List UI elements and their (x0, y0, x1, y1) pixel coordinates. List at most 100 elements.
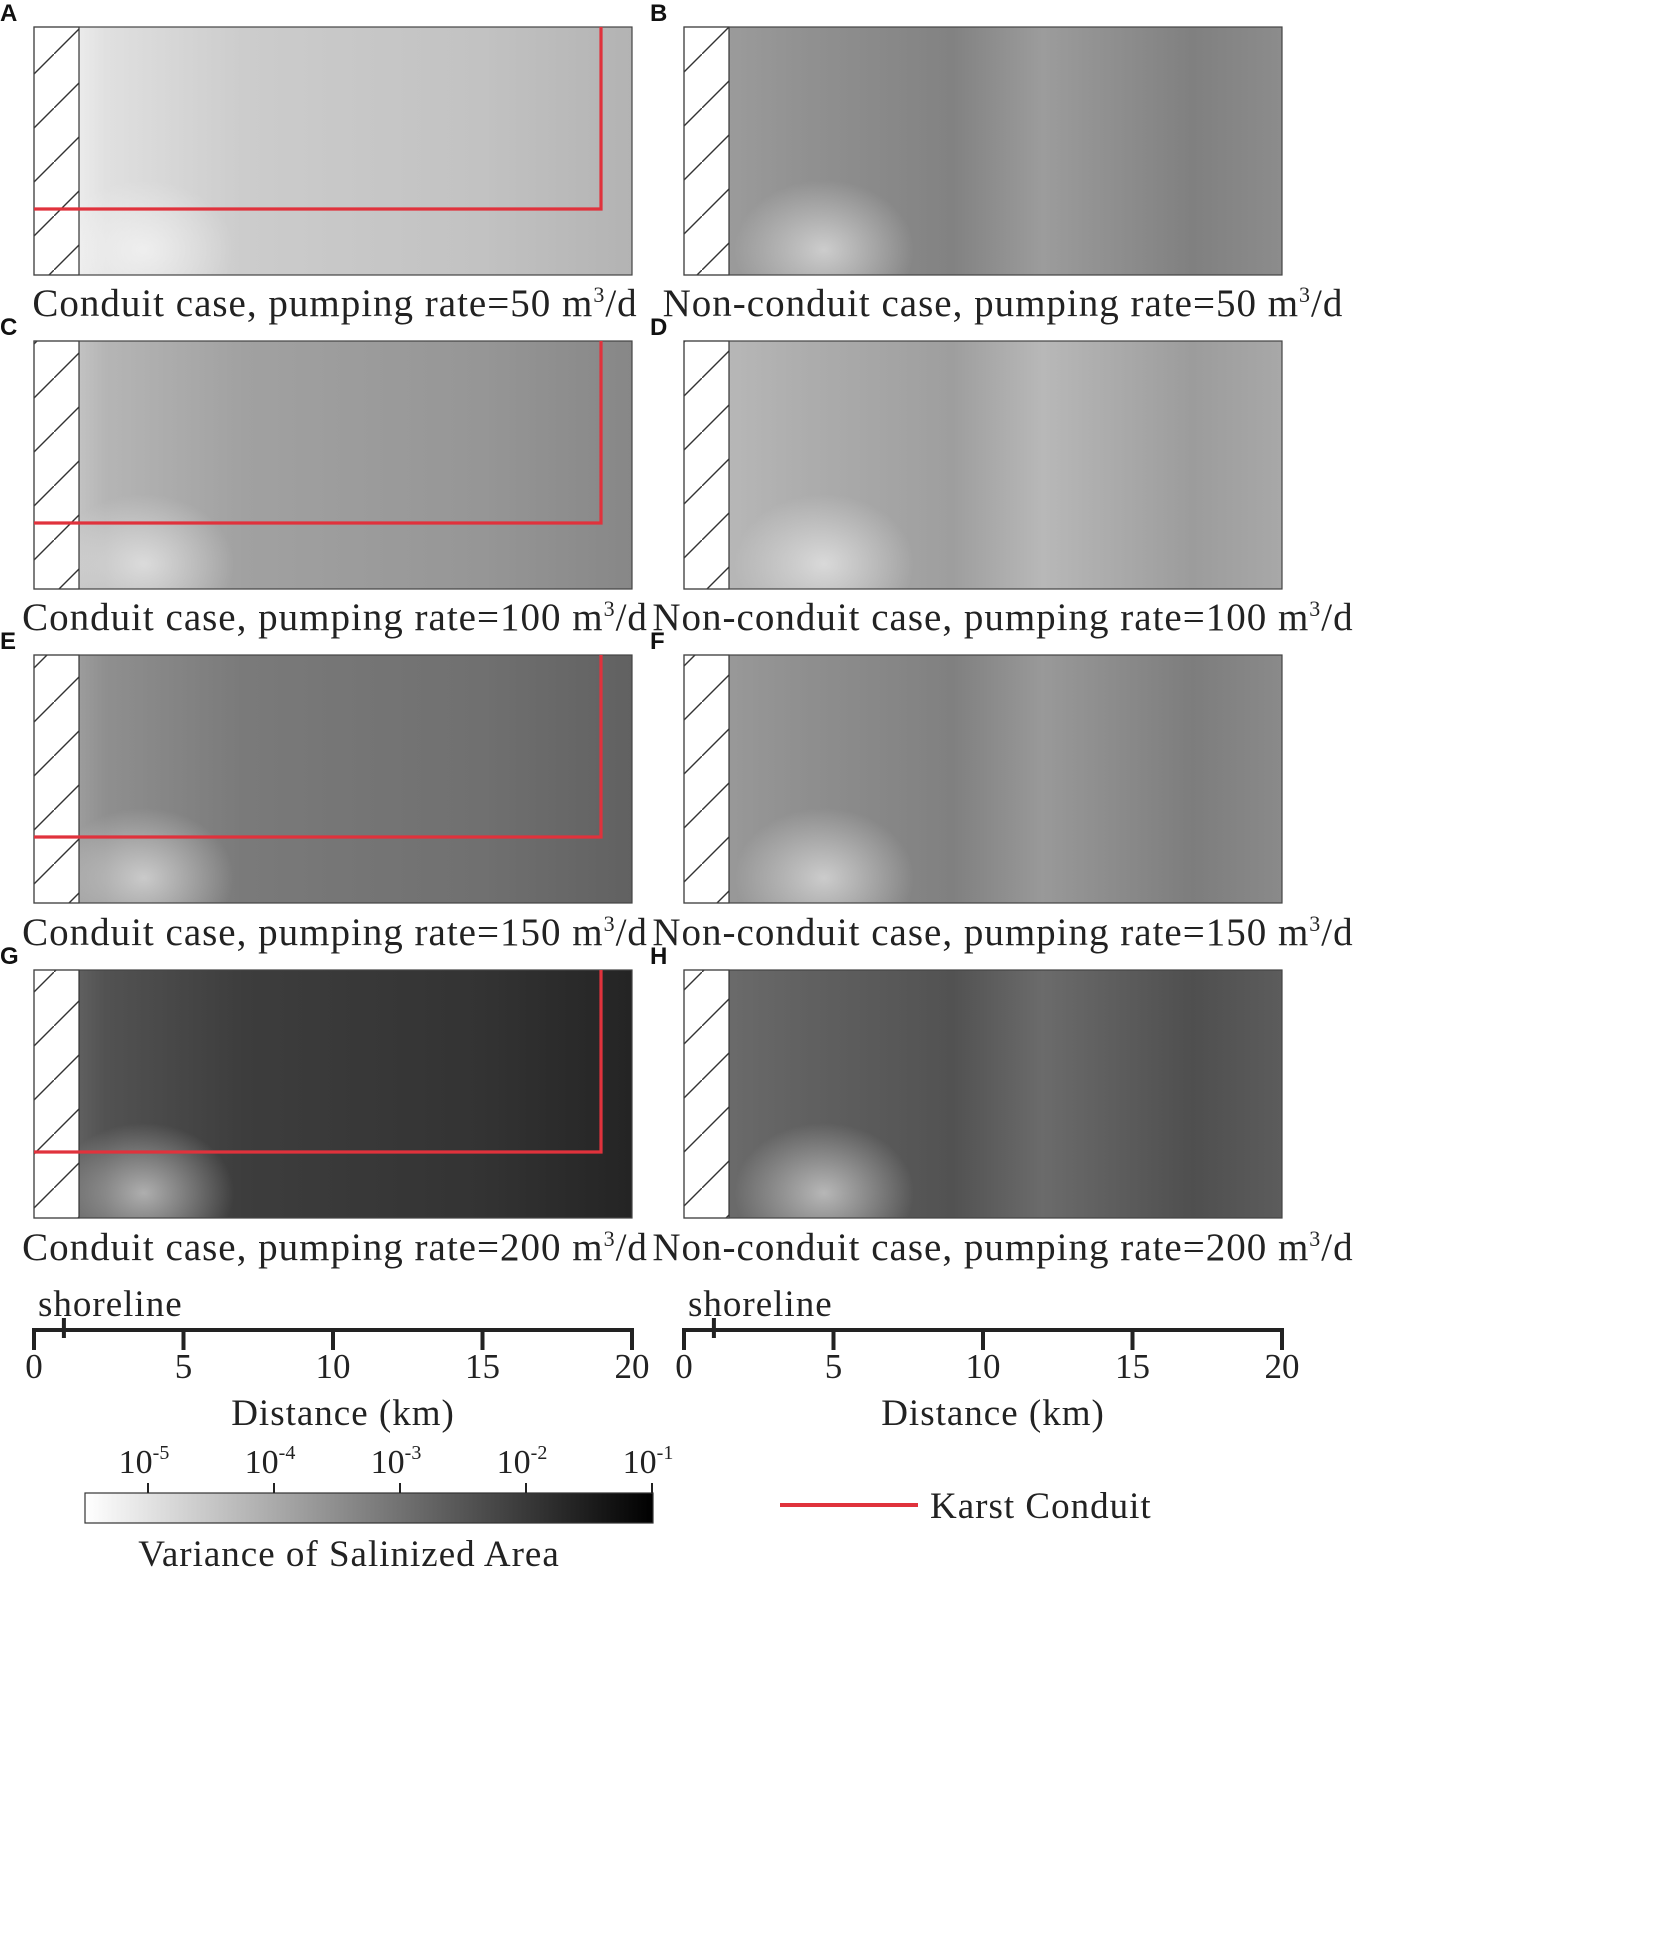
low-variance-zone (54, 494, 234, 634)
sea-boundary-hatch (683, 654, 730, 904)
colorbar-tick-base: 10 (497, 1444, 531, 1481)
panel-frame (683, 340, 1283, 590)
caption-unit: /d (1311, 282, 1343, 325)
karst-conduit-line (34, 27, 603, 211)
caption-superscript: 3 (1299, 282, 1311, 307)
colorbar-tick-exponent: -3 (405, 1442, 422, 1464)
panel-caption: Non-conduit case, pumping rate=200 m3/d (652, 1226, 1353, 1269)
panel-letter: H (650, 943, 667, 970)
low-variance-zone (54, 1123, 234, 1263)
colorbar-tick-exponent: -4 (279, 1442, 296, 1464)
sea-boundary-hatch (33, 969, 80, 1219)
caption-text: Non-conduit case, pumping rate=50 m (663, 282, 1299, 325)
colorbar-tick-base: 10 (245, 1444, 279, 1481)
panel-frame (683, 26, 1283, 276)
panel-a: A Conduit case, pumping rate=50 m3/d (0, 0, 637, 325)
panel-letter: A (0, 0, 17, 27)
panel-letter: E (0, 628, 16, 655)
colorbar-tick-base: 10 (119, 1444, 153, 1481)
panel-h: H Non-conduit case, pumping rate=200 m3/d (650, 943, 1353, 1269)
panel-c: C Conduit case, pumping rate=100 m3/d (0, 314, 648, 639)
distance-axis-1: 0 5 10 15 20 shoreline Distance (km) (25, 1284, 649, 1434)
panel-frame (683, 654, 1283, 904)
axis-tick-label: 10 (966, 1347, 1001, 1386)
panel-caption: Conduit case, pumping rate=150 m3/d (22, 911, 648, 954)
panel-d: D Non-conduit case, pumping rate=100 m3/d (650, 314, 1353, 639)
colorbar-title: Variance of Salinized Area (138, 1534, 560, 1575)
panel-letter: C (0, 314, 17, 341)
caption-superscript: 3 (604, 1226, 616, 1251)
shoreline-label: shoreline (38, 1284, 183, 1325)
colorbar-tick-exponent: -1 (657, 1442, 674, 1464)
caption-unit: /d (616, 596, 648, 639)
panel-letter: G (0, 943, 19, 970)
panel-b: B Non-conduit case, pumping rate=50 m3/d (650, 0, 1344, 325)
distance-axes: 0 5 10 15 20 shoreline Distance (km) 0 5 10 15 20 sh… (25, 1284, 1299, 1434)
axis-tick-label: 0 (675, 1347, 693, 1386)
low-variance-zone (54, 180, 234, 320)
caption-text: Conduit case, pumping rate=50 m (32, 282, 593, 325)
distance-axis-2: 0 5 10 15 20 shoreline Distance (km) (675, 1284, 1299, 1434)
legend-label: Karst Conduit (930, 1486, 1152, 1527)
karst-conduit-line (34, 655, 603, 839)
axis-tick-label: 0 (25, 1347, 43, 1386)
panel-frame (33, 969, 633, 1219)
caption-superscript: 3 (604, 596, 616, 621)
panel-caption: Non-conduit case, pumping rate=50 m3/d (663, 282, 1344, 325)
axis-tick-label: 15 (465, 1347, 500, 1386)
axis-tick-label: 10 (316, 1347, 351, 1386)
panel-caption: Conduit case, pumping rate=200 m3/d (22, 1226, 648, 1269)
panel-caption: Non-conduit case, pumping rate=150 m3/d (652, 911, 1353, 954)
panel-frame (33, 654, 633, 904)
axis-tick-label: 5 (175, 1347, 193, 1386)
colorbar-tick-label: 10-2 (497, 1442, 548, 1481)
sea-boundary-hatch (33, 654, 80, 904)
karst-conduit-line (34, 341, 603, 525)
caption-unit: /d (616, 911, 648, 954)
caption-superscript: 3 (1309, 1226, 1321, 1251)
sea-boundary-hatch (33, 26, 80, 276)
panel-letter: F (650, 628, 665, 655)
panel-letter: B (650, 0, 667, 27)
caption-unit: /d (1321, 1226, 1353, 1269)
low-variance-zone (734, 494, 914, 634)
caption-superscript: 3 (593, 282, 605, 307)
colorbar-tick-exponent: -5 (153, 1442, 170, 1464)
colorbar-tick-label: 10-3 (371, 1442, 422, 1481)
panel-letter: D (650, 314, 667, 341)
caption-text: Non-conduit case, pumping rate=200 m (652, 1226, 1309, 1269)
panel-frame (33, 26, 633, 276)
panel-caption: Conduit case, pumping rate=50 m3/d (32, 282, 637, 325)
caption-text: Conduit case, pumping rate=200 m (22, 1226, 604, 1269)
sea-boundary-hatch (683, 26, 730, 276)
sea-boundary-hatch (33, 340, 80, 590)
caption-text: Conduit case, pumping rate=100 m (22, 596, 604, 639)
shoreline-label: shoreline (688, 1284, 833, 1325)
caption-superscript: 3 (1309, 911, 1321, 936)
panel-caption: Non-conduit case, pumping rate=100 m3/d (652, 596, 1353, 639)
caption-unit: /d (616, 1226, 648, 1269)
caption-unit: /d (1321, 596, 1353, 639)
panel-e: E Conduit case, pumping rate=150 m3/d (0, 628, 648, 954)
low-variance-zone (54, 808, 234, 948)
x-axis-title: Distance (km) (881, 1393, 1105, 1434)
colorbar-tick-exponent: -2 (531, 1442, 548, 1464)
colorbar-tick-base: 10 (623, 1444, 657, 1481)
colorbar-tick-base: 10 (371, 1444, 405, 1481)
panel-g: G Conduit case, pumping rate=200 m3/d (0, 943, 648, 1269)
colorbar-ramp (84, 1492, 654, 1524)
sea-boundary-hatch (683, 969, 730, 1219)
caption-unit: /d (605, 282, 637, 325)
axis-tick-label: 5 (825, 1347, 843, 1386)
caption-unit: /d (1321, 911, 1353, 954)
caption-text: Non-conduit case, pumping rate=100 m (652, 596, 1309, 639)
colorbar-tick-label: 10-4 (245, 1442, 296, 1481)
karst-conduit-line (34, 970, 603, 1154)
x-axis-title: Distance (km) (231, 1393, 455, 1434)
axis-tick-label: 20 (1265, 1347, 1300, 1386)
caption-text: Conduit case, pumping rate=150 m (22, 911, 604, 954)
panel-frame (683, 969, 1283, 1219)
panel-caption: Conduit case, pumping rate=100 m3/d (22, 596, 648, 639)
